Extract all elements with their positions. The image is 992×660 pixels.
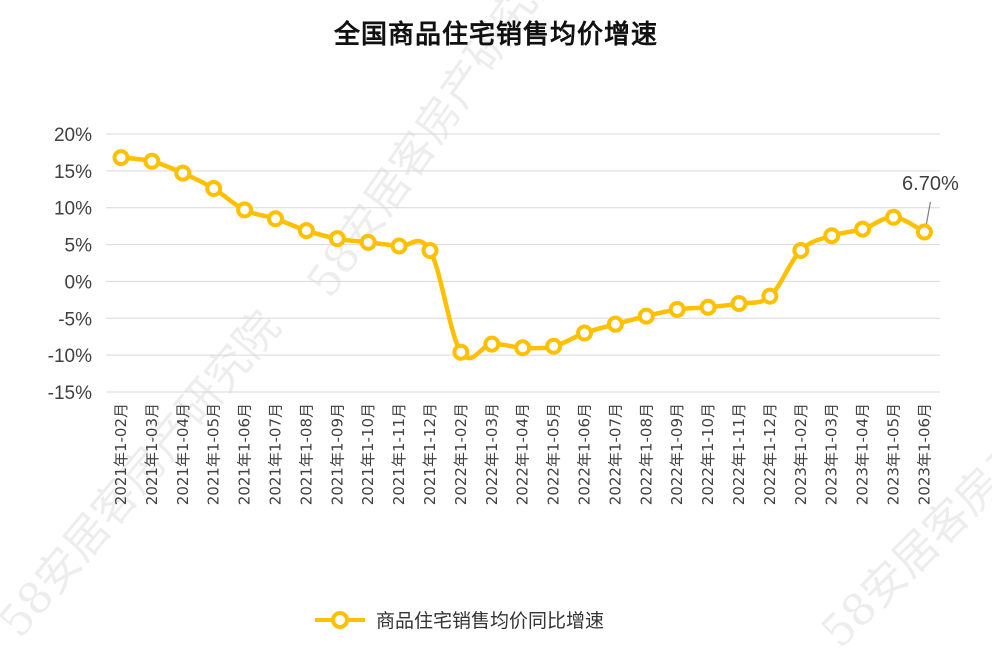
y-tick-label: 10%: [54, 199, 92, 220]
x-tick-label: 2021年1-09月: [328, 403, 346, 505]
series-layer: [112, 149, 933, 361]
data-point: [205, 180, 223, 198]
data-point: [761, 287, 779, 305]
data-point: [823, 227, 841, 245]
y-axis-ticks: 20% 15% 10% 5% 0% -5% -10% -15%: [48, 125, 92, 404]
legend: 商品住宅销售均价同比增速: [315, 610, 604, 632]
data-point: [483, 335, 501, 353]
data-point: [359, 233, 377, 251]
legend-label: 商品住宅销售均价同比增速: [376, 610, 604, 632]
x-tick-label: 2022年1-10月: [699, 403, 717, 505]
x-tick-label: 2023年1-06月: [915, 403, 933, 505]
x-tick-label: 2023年1-05月: [885, 403, 903, 505]
data-point: [421, 241, 439, 259]
data-point: [390, 237, 408, 255]
annotation-leader: [925, 201, 931, 225]
x-tick-label: 2021年1-02月: [112, 403, 130, 505]
data-point: [885, 208, 902, 226]
data-point: [576, 324, 593, 342]
data-point: [545, 337, 563, 355]
x-tick-label: 2022年1-11月: [730, 403, 748, 505]
legend-marker-icon: [331, 611, 349, 629]
y-tick-label: 20%: [54, 125, 92, 146]
x-tick-label: 2022年1-02月: [452, 403, 470, 505]
x-tick-label: 2021年1-04月: [174, 403, 192, 505]
x-tick-label: 2021年1-03月: [143, 403, 161, 505]
x-tick-label: 2021年1-08月: [297, 403, 315, 505]
x-tick-label: 2021年1-07月: [267, 403, 285, 505]
data-point: [297, 222, 315, 240]
data-point: [174, 164, 192, 182]
data-point: [452, 343, 470, 361]
data-point: [637, 307, 655, 325]
y-tick-label: -15%: [48, 383, 92, 404]
data-point: [267, 210, 284, 228]
x-tick-label: 2022年1-05月: [545, 403, 563, 505]
x-tick-label: 2022年1-06月: [576, 403, 594, 505]
x-tick-label: 2021年1-06月: [236, 403, 254, 505]
x-tick-label: 2022年1-03月: [483, 403, 501, 505]
x-tick-label: 2022年1-09月: [668, 403, 686, 505]
x-axis-ticks: 2021年1-02月 2021年1-03月 2021年1-04月 2021年1-05月…: [112, 403, 933, 505]
data-label: 6.70%: [902, 173, 959, 195]
x-tick-label: 2022年1-12月: [761, 403, 779, 505]
y-tick-label: 5%: [65, 236, 93, 257]
data-point: [699, 298, 717, 316]
data-point: [236, 201, 254, 219]
data-point: [792, 241, 810, 259]
y-tick-label: -5%: [58, 309, 92, 330]
x-tick-label: 2023年1-04月: [854, 403, 872, 505]
y-tick-label: -10%: [48, 346, 92, 367]
y-tick-label: 0%: [65, 272, 93, 293]
data-point: [668, 300, 686, 318]
x-tick-label: 2023年1-02月: [792, 403, 810, 505]
data-point: [915, 223, 933, 241]
gridlines: [106, 133, 940, 393]
data-point: [112, 149, 130, 167]
x-tick-label: 2022年1-04月: [514, 403, 532, 505]
x-tick-label: 2021年1-05月: [205, 403, 223, 505]
chart-title: 全国商品住宅销售均价增速: [333, 20, 658, 50]
annotation-layer: 6.70%: [902, 173, 959, 225]
x-tick-label: 2022年1-07月: [606, 403, 624, 505]
x-tick-label: 2021年1-11月: [390, 403, 408, 505]
x-tick-label: 2021年1-10月: [359, 403, 377, 505]
data-point: [730, 295, 748, 313]
x-tick-label: 2023年1-03月: [823, 403, 841, 505]
data-point: [328, 230, 346, 248]
data-point: [854, 220, 872, 238]
data-point: [514, 339, 532, 357]
data-point: [143, 152, 161, 170]
x-tick-label: 2022年1-08月: [637, 403, 655, 505]
data-point: [606, 315, 624, 333]
x-tick-label: 2021年1-12月: [421, 403, 439, 505]
y-tick-label: 15%: [54, 162, 92, 183]
